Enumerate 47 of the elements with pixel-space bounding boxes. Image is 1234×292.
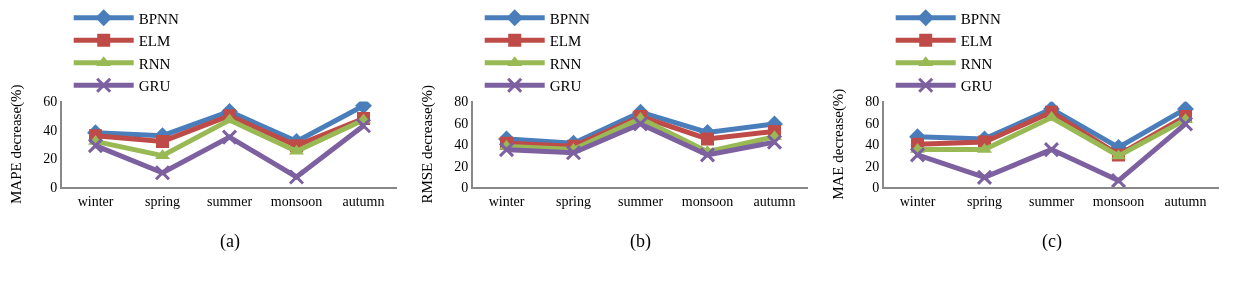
legend-label: ELM	[138, 33, 171, 50]
y-tick-label: 40	[865, 137, 880, 153]
y-tick-label: 80	[454, 94, 469, 110]
y-tick-label: 0	[50, 179, 58, 195]
legend-label: ELM	[549, 33, 582, 50]
y-tick-label: 60	[865, 115, 880, 131]
legend-label: GRU	[138, 78, 171, 95]
legend-label: GRU	[960, 78, 993, 95]
legend-label: ELM	[960, 33, 993, 50]
legend-label: RNN	[960, 55, 993, 72]
y-tick-label: 20	[454, 158, 469, 174]
legend-label: GRU	[549, 78, 582, 95]
text: (b)	[630, 231, 651, 252]
x-tick-label: monsoon	[1092, 193, 1145, 209]
legend-label: BPNN	[960, 10, 1001, 27]
text: (c)	[1042, 231, 1062, 252]
y-tick-label: 40	[454, 137, 469, 153]
y-tick-label: 20	[43, 151, 58, 167]
legend-label: RNN	[549, 55, 582, 72]
x-tick-label: monsoon	[270, 193, 323, 209]
x-tick-label: winter	[77, 193, 114, 209]
legend-label: RNN	[138, 55, 171, 72]
y-tick-label: 80	[865, 94, 880, 110]
x-tick-label: spring	[967, 193, 1002, 209]
x-tick-label: summer	[1028, 193, 1075, 209]
x-tick-label: summer	[617, 193, 664, 209]
x-tick-label: spring	[556, 193, 591, 209]
y-axis-title: MAPE decrease(%)	[8, 84, 25, 204]
y-axis-title: RMSE decrease(%)	[419, 84, 436, 204]
text: (a)	[220, 231, 240, 252]
y-axis-title: MAE decrease(%)	[830, 88, 847, 200]
y-tick-label: 0	[461, 179, 469, 195]
y-tick-label: 40	[43, 122, 58, 138]
x-tick-label: autumn	[342, 193, 385, 209]
x-tick-label: autumn	[753, 193, 796, 209]
legend-label: BPNN	[549, 10, 590, 27]
y-tick-label: 60	[43, 94, 58, 110]
y-tick-label: 20	[865, 158, 880, 174]
x-tick-label: monsoon	[681, 193, 734, 209]
x-tick-label: winter	[899, 193, 936, 209]
x-tick-label: summer	[206, 193, 253, 209]
legend-label: BPNN	[138, 10, 179, 27]
x-tick-label: autumn	[1164, 193, 1207, 209]
x-tick-label: winter	[488, 193, 525, 209]
y-tick-label: 60	[454, 115, 469, 131]
x-tick-label: spring	[145, 193, 180, 209]
y-tick-label: 0	[872, 179, 880, 195]
